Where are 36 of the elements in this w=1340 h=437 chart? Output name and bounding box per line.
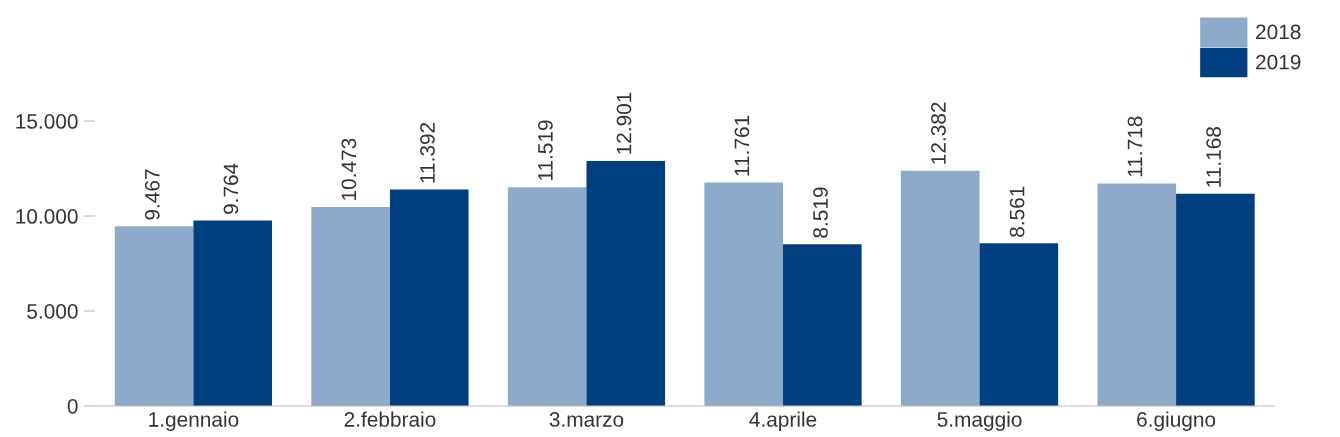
data-label: 12.382 (931, 102, 946, 164)
data-label: 11.168 (1206, 127, 1221, 187)
data-label: 8.519 (813, 187, 828, 238)
data-label: 11.761 (734, 115, 750, 176)
bar (389, 189, 469, 406)
bar (311, 207, 390, 406)
x-tick-label: 5.maggio (937, 411, 1022, 431)
y-tick-label: 15.000 (16, 114, 78, 129)
bar (783, 244, 862, 406)
bar (586, 160, 666, 406)
data-label: 12.901 (616, 92, 632, 154)
bar (193, 220, 273, 406)
data-label: 10.473 (341, 138, 357, 200)
y-tick-label: 10.000 (16, 209, 78, 224)
x-tick-label: 6.giugno (1137, 411, 1216, 431)
data-label: 9.467 (144, 169, 160, 220)
y-tick-label: 5.000 (27, 304, 78, 319)
data-label: 11.392 (420, 122, 435, 183)
bar (507, 187, 587, 406)
bar (900, 170, 980, 406)
x-tick-label: 1.gennaio (149, 411, 239, 431)
y-tick-label: 0 (67, 398, 78, 414)
data-label: 8.561 (1009, 186, 1025, 237)
data-label: 11.519 (538, 120, 553, 181)
data-label: 11.718 (1127, 116, 1143, 177)
data-label: 9.764 (223, 163, 239, 214)
bar (1176, 193, 1255, 406)
bar (979, 243, 1059, 406)
legend-label: 2019 (1256, 54, 1301, 70)
x-tick-label: 2.febbraio (344, 411, 436, 427)
x-tick-label: 4.aprile (749, 411, 817, 431)
x-tick-label: 3.marzo (549, 412, 624, 427)
bar (704, 182, 784, 406)
bar (1097, 183, 1177, 406)
legend-label: 2018 (1256, 24, 1301, 40)
bar (114, 226, 194, 406)
